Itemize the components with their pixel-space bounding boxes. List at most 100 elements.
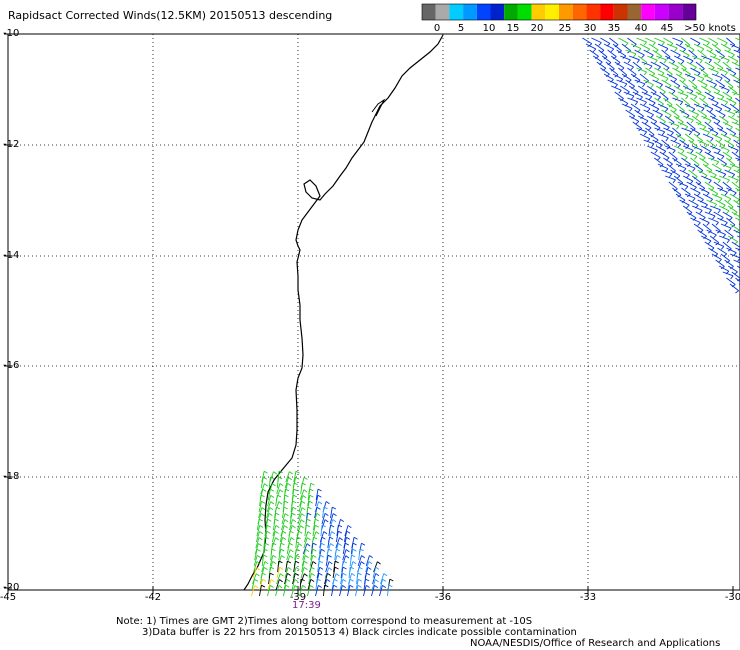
wind-barb-flag [353,536,358,540]
wind-barb-flag [631,95,635,100]
lat-tick-label: -16 [3,360,20,371]
wind-barb [727,265,738,273]
wind-barb [697,199,708,206]
colorbar-label: 0 [434,23,440,34]
wind-barb [737,235,740,238]
wind-barb [719,145,730,151]
wind-barb-flag [679,41,684,46]
wind-barb-flag [728,167,732,172]
wind-barb [254,549,258,561]
wind-barb-flag [327,554,332,558]
wind-barb-flag [288,477,292,481]
wind-barb [709,115,721,122]
axis-ticks [4,33,734,594]
wind-barb-flag [715,161,720,166]
wind-barb [315,495,319,507]
wind-barb-flag [659,114,663,118]
wind-barb [661,139,671,148]
wind-barb [632,61,642,70]
wind-barb-flag [345,549,350,553]
wind-barb-flag [260,513,265,517]
wind-barb-flag [302,585,307,589]
wind-barb [372,573,377,585]
wind-barb-flag [278,470,283,474]
wind-barb [681,37,691,46]
wind-barb-flag [301,513,305,517]
wind-barb-flag [672,179,676,184]
wind-barb-flag [642,83,646,88]
wind-barb [711,223,721,232]
wind-barb-flag [692,217,697,221]
wind-barb [289,519,293,531]
wind-barb [733,49,740,54]
wind-barb [724,169,735,175]
wind-barb [347,585,351,597]
wind-barb [682,205,693,213]
wind-barb-flag [730,266,734,270]
wind-barb [287,531,291,543]
wind-barb [733,229,740,234]
wind-barb [252,573,257,585]
wind-barb [303,537,308,549]
wind-barb-flag [377,561,381,565]
lon-tick-label: -36 [434,592,452,603]
wind-barb-flag [708,179,712,184]
wind-barb [708,97,719,104]
wind-barb [647,55,658,61]
colorbar-label: 10 [483,23,496,34]
wind-barb [736,55,740,59]
wind-barb-flag [334,560,339,564]
wind-barb [339,579,344,591]
coastline-path [243,34,444,591]
wind-barb [690,127,701,135]
wind-barb [257,519,260,531]
wind-barb [335,531,339,543]
wind-barb [295,537,298,549]
wind-barb-flag [655,108,660,113]
wind-barb [675,133,686,141]
wind-barb-flag [707,240,712,245]
wind-barb [677,61,687,70]
wind-barb-flag [733,102,737,107]
wind-barb [594,43,605,51]
wind-barb [607,79,618,85]
wind-barb-flag [696,133,701,137]
wind-barb [711,43,722,51]
wind-barb [727,235,738,243]
wind-barb [609,37,619,46]
wind-barb-flag [717,59,721,64]
wind-barb [735,67,740,71]
wind-barb-flag [306,518,311,522]
wind-barb [731,271,740,279]
colorbar-label: 5 [458,23,464,34]
wind-barb [706,139,716,147]
wind-barb-flag [675,116,680,120]
wind-barb [704,91,715,98]
wind-barb [348,567,351,579]
wind-barb-flag [643,41,647,46]
wind-barb [363,579,366,591]
wind-barb [693,73,705,80]
wind-barb-flag [702,96,706,101]
wind-barb [299,495,304,507]
wind-barb-flag [724,192,728,196]
wind-barb [702,43,713,50]
wind-barb-flag [728,217,733,221]
wind-barb [321,513,326,525]
wind-barb [724,139,735,147]
wind-barb-flag [324,519,329,523]
wind-barb-flag [258,518,263,522]
wind-barb-flag [693,96,698,100]
wind-barb-flag [262,578,267,582]
wind-barb-flag [678,72,683,77]
wind-barb [668,181,678,190]
wind-barb [276,477,279,489]
note-line-2: 3)Data buffer is 22 hrs from 20150513 4)… [142,627,577,638]
wind-barb-flag [673,188,678,192]
wind-barb [735,217,740,221]
wind-barb-flag [295,567,300,570]
wind-barb-flag [634,91,639,95]
wind-barb-flag [263,470,268,474]
wind-barb [645,37,656,44]
wind-barb-flag [272,483,276,487]
